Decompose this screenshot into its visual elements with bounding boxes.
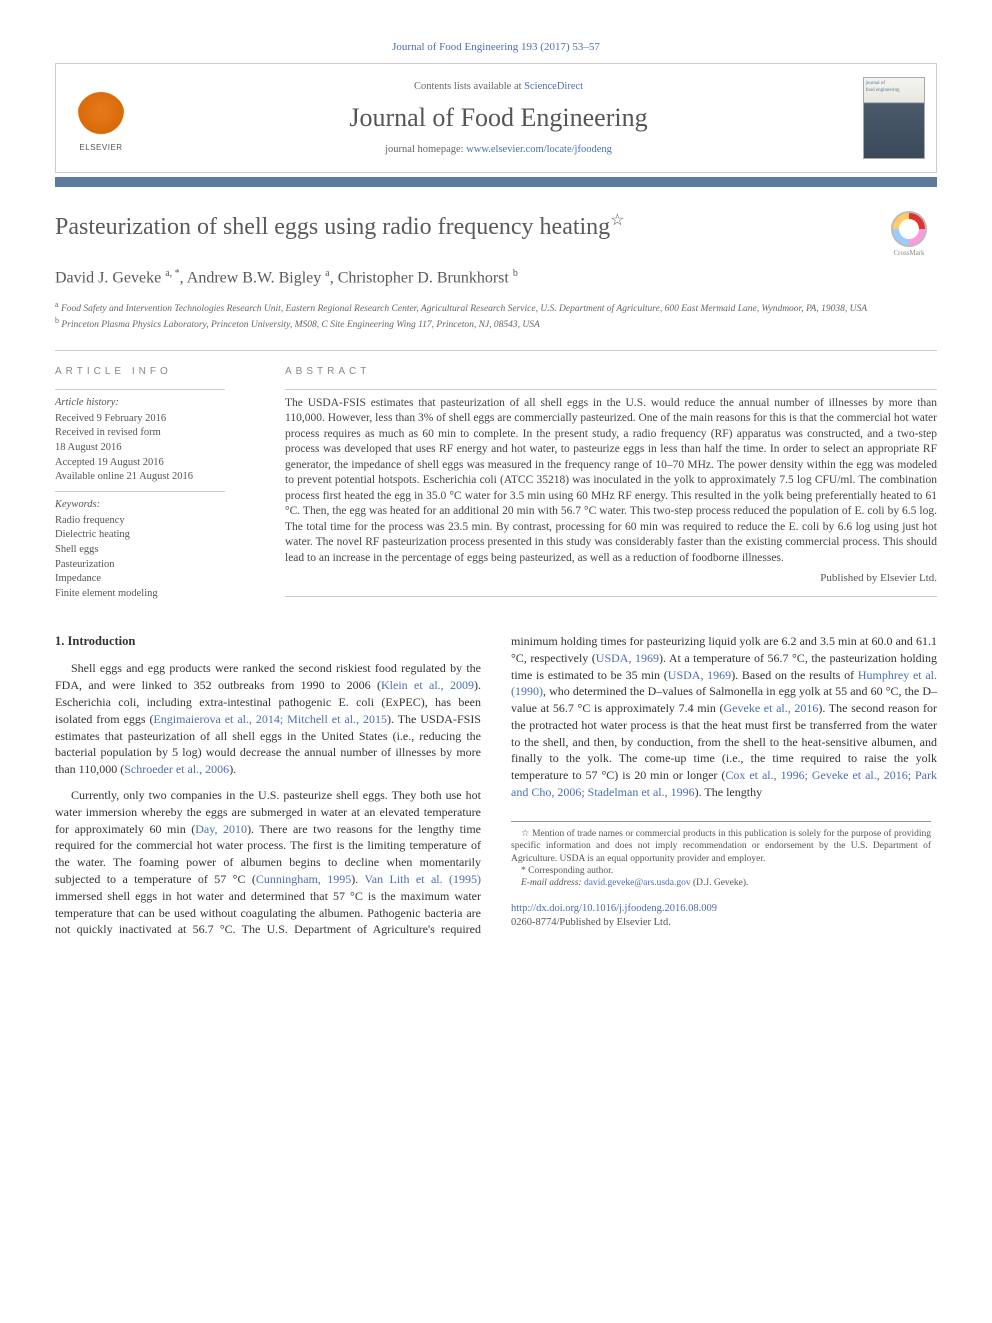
keyword: Impedance: [55, 572, 255, 587]
keyword: Finite element modeling: [55, 587, 255, 602]
published-by-line: Published by Elsevier Ltd.: [285, 571, 937, 586]
text: ). Based on the results of: [731, 668, 858, 682]
citation-link[interactable]: Engimaierova et al., 2014; Mitchell et a…: [153, 712, 387, 726]
text: ).: [351, 872, 364, 886]
divider: [55, 491, 225, 492]
citation-link[interactable]: Day, 2010: [195, 822, 247, 836]
banner-right: journal of food engineering: [851, 64, 936, 172]
email-suffix: (D.J. Geveke).: [693, 878, 748, 888]
journal-cover-thumb: journal of food engineering: [863, 77, 925, 159]
divider: [285, 596, 937, 597]
crossmark-icon: [891, 211, 927, 247]
history-line: Received 9 February 2016: [55, 412, 255, 427]
abstract-heading: ABSTRACT: [285, 365, 937, 379]
history-line: Accepted 19 August 2016: [55, 456, 255, 471]
elsevier-logo: ELSEVIER: [71, 83, 131, 153]
citation-link[interactable]: Cunningham, 1995: [256, 872, 351, 886]
corresponding-email-link[interactable]: david.geveke@ars.usda.gov: [584, 878, 691, 888]
divider: [55, 389, 225, 390]
body-two-column: 1. Introduction Shell eggs and egg produ…: [55, 633, 937, 938]
affiliation-a-text: Food Safety and Intervention Technologie…: [61, 304, 867, 314]
footnote-corresponding: * Corresponding author.: [511, 865, 931, 877]
article-info-column: ARTICLE INFO Article history: Received 9…: [55, 365, 255, 603]
contents-line: Contents lists available at ScienceDirec…: [414, 80, 583, 95]
citation-link[interactable]: Schroeder et al., 2006: [124, 762, 229, 776]
affiliations: a Food Safety and Intervention Technolog…: [55, 300, 937, 332]
title-footnote-star: ☆: [610, 212, 624, 229]
footnote-disclaimer: ☆ Mention of trade names or commercial p…: [511, 828, 931, 865]
journal-name: Journal of Food Engineering: [349, 100, 647, 136]
banner-center: Contents lists available at ScienceDirec…: [146, 64, 851, 172]
divider: [285, 389, 937, 390]
history-line: 18 August 2016: [55, 441, 255, 456]
affiliation-b-text: Princeton Plasma Physics Laboratory, Pri…: [61, 320, 539, 330]
text: ). The lengthy: [695, 785, 762, 799]
elsevier-wordmark: ELSEVIER: [79, 142, 122, 153]
top-citation: Journal of Food Engineering 193 (2017) 5…: [55, 40, 937, 55]
keyword: Dielectric heating: [55, 528, 255, 543]
keyword: Shell eggs: [55, 543, 255, 558]
keywords-label: Keywords:: [55, 498, 255, 513]
citation-link[interactable]: Geveke et al., 2016: [724, 701, 819, 715]
color-bar: [55, 177, 937, 187]
keyword: Radio frequency: [55, 514, 255, 529]
article-info-heading: ARTICLE INFO: [55, 365, 255, 379]
footnote-email: E-mail address: david.geveke@ars.usda.go…: [511, 877, 931, 889]
affiliation-b: b Princeton Plasma Physics Laboratory, P…: [55, 316, 937, 332]
contents-prefix: Contents lists available at: [414, 81, 524, 92]
text: 60 min (: [149, 822, 195, 836]
crossmark-label: CrossMark: [881, 249, 937, 259]
history-label: Article history:: [55, 396, 255, 411]
cover-label-bottom: food engineering: [866, 87, 922, 94]
sciencedirect-link[interactable]: ScienceDirect: [524, 81, 583, 92]
paper-title: Pasteurization of shell eggs using radio…: [55, 211, 625, 242]
cover-label-top: journal of: [866, 80, 922, 87]
citation-link[interactable]: Van Lith et al. (1995): [364, 872, 481, 886]
doi-link[interactable]: http://dx.doi.org/10.1016/j.jfoodeng.201…: [511, 903, 717, 914]
citation-link[interactable]: USDA, 1969: [668, 668, 731, 682]
paper-title-text: Pasteurization of shell eggs using radio…: [55, 214, 610, 240]
intro-para-1: Shell eggs and egg products were ranked …: [55, 660, 481, 778]
publisher-logo-cell: ELSEVIER: [56, 64, 146, 172]
issn-line: 0260-8774/Published by Elsevier Ltd.: [511, 916, 937, 931]
footnotes: ☆ Mention of trade names or commercial p…: [511, 821, 931, 890]
elsevier-tree-icon: [77, 92, 125, 140]
keyword: Pasteurization: [55, 558, 255, 573]
doi-block: http://dx.doi.org/10.1016/j.jfoodeng.201…: [511, 902, 937, 931]
journal-banner: ELSEVIER Contents lists available at Sci…: [55, 63, 937, 173]
homepage-link[interactable]: www.elsevier.com/locate/jfoodeng: [466, 144, 612, 155]
citation-link[interactable]: USDA, 1969: [596, 651, 659, 665]
affiliation-a: a Food Safety and Intervention Technolog…: [55, 300, 937, 316]
authors-line: David J. Geveke a, *, Andrew B.W. Bigley…: [55, 267, 937, 290]
abstract-text: The USDA-FSIS estimates that pasteurizat…: [285, 396, 937, 567]
abstract-column: ABSTRACT The USDA-FSIS estimates that pa…: [285, 365, 937, 603]
citation-link[interactable]: Klein et al., 2009: [381, 678, 474, 692]
email-label: E-mail address:: [521, 878, 584, 888]
homepage-prefix: journal homepage:: [385, 144, 466, 155]
homepage-line: journal homepage: www.elsevier.com/locat…: [385, 143, 612, 158]
history-line: Received in revised form: [55, 426, 255, 441]
section-1-heading: 1. Introduction: [55, 633, 481, 651]
history-line: Available online 21 August 2016: [55, 470, 255, 485]
crossmark-widget[interactable]: CrossMark: [881, 211, 937, 259]
text: ).: [229, 762, 236, 776]
